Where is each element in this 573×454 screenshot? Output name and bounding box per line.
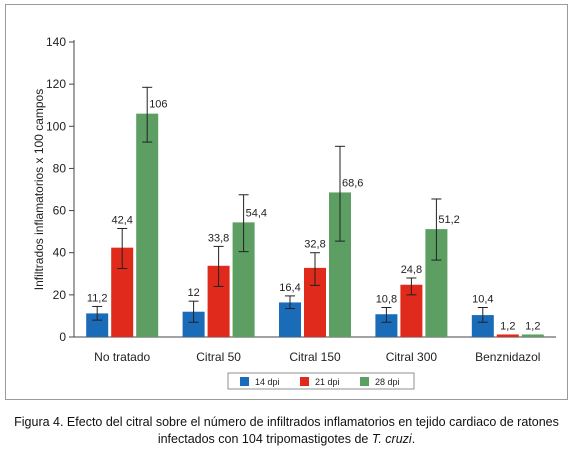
bar <box>86 313 109 337</box>
caption-species: T. cruzi <box>371 432 412 446</box>
bar <box>111 247 134 337</box>
bar <box>425 229 448 337</box>
data-label: 51,2 <box>438 214 459 226</box>
figure-caption: Figura 4. Efecto del citral sobre el núm… <box>10 414 563 448</box>
y-tick-label: 120 <box>46 77 66 91</box>
legend-swatch <box>360 377 369 386</box>
caption-line-1: Figura 4. Efecto del citral sobre el núm… <box>14 415 559 429</box>
y-tick-label: 40 <box>53 246 67 260</box>
legend-label: 21 dpi <box>315 377 340 387</box>
y-tick-label: 100 <box>46 119 66 133</box>
y-tick-label: 20 <box>53 288 67 302</box>
bar <box>329 192 351 337</box>
bar-chart: 0 20 40 60 80 100 120 140 Infiltrados inflamator… <box>32 35 556 390</box>
data-label: 24,8 <box>401 264 422 276</box>
category-label: No tratado <box>94 350 150 364</box>
data-label: 106 <box>149 99 167 111</box>
data-label: 32,8 <box>304 239 325 251</box>
bar <box>207 265 230 337</box>
bar <box>279 302 301 337</box>
data-label: 68,6 <box>342 177 363 189</box>
y-tick-label: 80 <box>53 161 67 175</box>
data-label: 1,2 <box>525 320 540 332</box>
legend-swatch <box>300 377 309 386</box>
category-label: Citral 300 <box>386 350 438 364</box>
data-label: 33,8 <box>208 232 229 244</box>
y-tick-label: 140 <box>46 35 66 49</box>
category-label: Citral 150 <box>289 350 341 364</box>
bar <box>521 334 544 337</box>
bar <box>182 311 205 337</box>
legend-swatch <box>240 377 249 386</box>
data-label: 10,8 <box>376 294 397 306</box>
legend-label: 28 dpi <box>375 377 400 387</box>
legend-label: 14 dpi <box>255 377 280 387</box>
data-label: 42,4 <box>111 214 132 226</box>
data-label: 1,2 <box>500 320 515 332</box>
bar <box>304 267 326 337</box>
data-label: 16,4 <box>279 282 300 294</box>
data-label: 54,4 <box>246 207 267 219</box>
caption-line-2-prefix: infectados con 104 tripomastigotes de <box>157 432 372 446</box>
caption-line-2: infectados con 104 tripomastigotes de T.… <box>10 431 563 448</box>
category-label: Benznidazol <box>475 350 540 364</box>
chart-frame: 0 20 40 60 80 100 120 140 Infiltrados inflamator… <box>5 4 568 400</box>
bar <box>136 113 159 338</box>
bar <box>496 334 519 337</box>
y-axis-title: Infiltrados inflamatorios x 100 campos <box>32 89 46 290</box>
data-label: 11,2 <box>87 292 108 304</box>
bar <box>400 284 423 337</box>
caption-line-2-suffix: . <box>411 432 416 446</box>
data-label: 10,4 <box>472 294 493 306</box>
bar <box>375 314 398 337</box>
bar <box>232 222 255 337</box>
y-tick-label: 60 <box>53 204 67 218</box>
category-label: Citral 50 <box>196 350 241 364</box>
bar <box>471 315 494 337</box>
data-label: 12 <box>187 287 199 299</box>
y-tick-label: 0 <box>59 330 66 344</box>
